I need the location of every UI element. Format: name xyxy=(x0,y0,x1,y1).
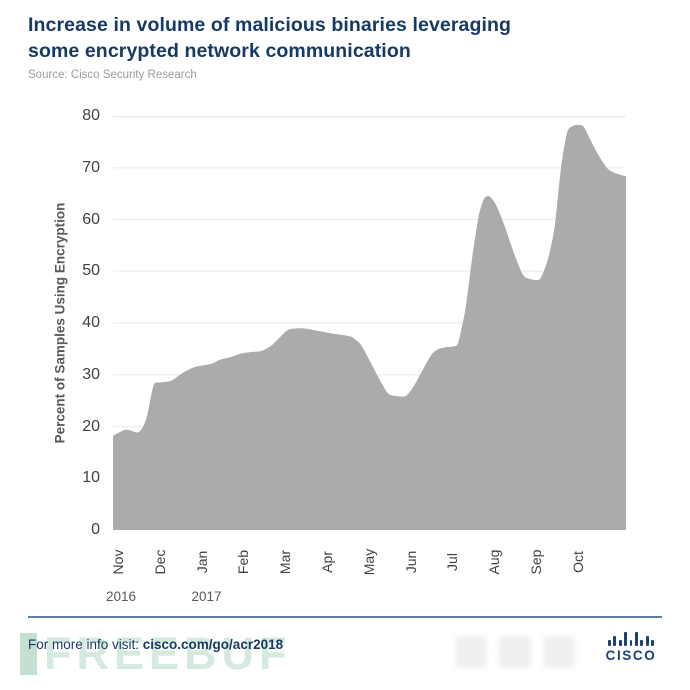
y-tick-label-30: 30 xyxy=(82,365,100,383)
chart-title-line-2: some encrypted network communication xyxy=(28,39,411,62)
watermark-freebuf-text: FREEBUF xyxy=(44,628,292,679)
y-tick-label-10: 10 xyxy=(82,469,100,487)
chart-title: Increase in volume of malicious binaries… xyxy=(28,13,608,65)
footer-info: For more info visit: cisco.com/go/acr201… xyxy=(28,637,283,652)
y-tick-label-80: 80 xyxy=(82,107,100,124)
y-tick-label-60: 60 xyxy=(82,210,100,228)
area-series-fill xyxy=(113,124,626,530)
chart-title-line-1: Increase in volume of malicious binaries… xyxy=(28,14,512,36)
x-tick-label-feb: Feb xyxy=(235,549,252,575)
y-tick-label-70: 70 xyxy=(82,158,100,176)
y-tick-label-50: 50 xyxy=(82,262,100,280)
x-tick-label-jul: Jul xyxy=(444,553,461,571)
x-tick-label-jun: Jun xyxy=(402,550,419,574)
x-tick-label-oct: Oct xyxy=(569,551,586,573)
x-tick-label-may: May xyxy=(360,548,377,576)
x-tick-label-mar: Mar xyxy=(277,549,294,575)
footer-info-link[interactable]: cisco.com/go/acr2018 xyxy=(142,637,284,652)
year-label-2017: 2017 xyxy=(191,589,222,604)
y-tick-label-20: 20 xyxy=(82,417,100,435)
x-tick-label-nov: Nov xyxy=(110,549,126,575)
x-tick-label-apr: Apr xyxy=(319,551,335,573)
y-tick-label-0: 0 xyxy=(91,521,100,538)
cisco-logo-text: CISCO xyxy=(605,648,657,663)
x-tick-label-sep: Sep xyxy=(528,549,544,575)
year-label-2016: 2016 xyxy=(106,589,137,604)
x-tick-label-aug: Aug xyxy=(486,549,503,575)
watermark-freebuf: FREEBUF xyxy=(20,631,292,677)
y-tick-label-40: 40 xyxy=(82,314,100,331)
freebuf-logo-mark xyxy=(20,633,37,675)
x-tick-label-jan: Jan xyxy=(193,550,210,574)
x-tick-label-dec: Dec xyxy=(151,549,168,575)
footer-info-prefix: For more info visit: xyxy=(28,637,143,652)
watermark-smudge xyxy=(455,636,575,668)
footer-divider xyxy=(28,616,662,618)
cisco-bridge-bars-icon xyxy=(602,632,660,646)
chart-source: Source: Cisco Security Research xyxy=(28,69,197,81)
chart-plot-area xyxy=(113,116,626,530)
cisco-logo: CISCO xyxy=(602,632,660,663)
